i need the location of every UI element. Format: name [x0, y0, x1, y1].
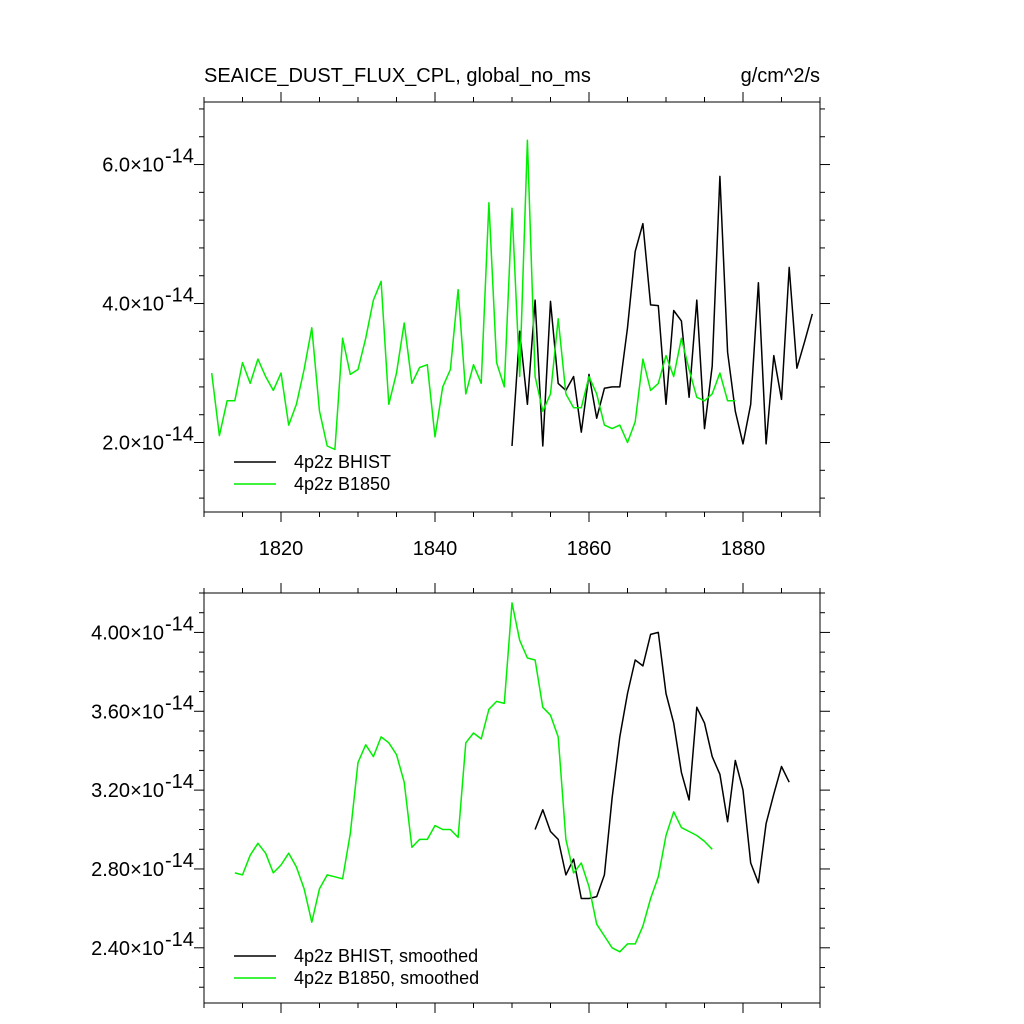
y-tick-label: 6.0×10 [102, 155, 164, 177]
plot-frame [203, 101, 821, 513]
plot-frame [203, 592, 821, 1004]
y-tick-label: 4.00×10 [91, 622, 164, 644]
legend-label: 4p2z BHIST [294, 452, 391, 472]
series-line-bhist [511, 175, 814, 447]
series-line-bhist [534, 631, 790, 900]
x-tick-label: 1820 [259, 538, 304, 560]
x-tick-label: 1840 [413, 538, 458, 560]
chart-title: SEAICE_DUST_FLUX_CPL, global_no_ms [204, 65, 591, 87]
y-tick-label: 2.80×10 [91, 859, 164, 881]
chart-units: g/cm^2/s [741, 65, 820, 87]
y-tick-label: 3.20×10 [91, 780, 164, 802]
y-tick-label: 3.60×10 [91, 701, 164, 723]
y-tick-exponent: -14 [165, 929, 194, 951]
y-tick-label: 2.0×10 [102, 433, 164, 455]
x-tick-label: 1860 [567, 538, 612, 560]
legend-label: 4p2z BHIST, smoothed [294, 946, 478, 966]
y-tick-exponent: -14 [165, 285, 194, 307]
y-tick-exponent: -14 [165, 850, 194, 872]
legend-label: 4p2z B1850 [294, 474, 390, 494]
y-tick-exponent: -14 [165, 146, 194, 168]
y-tick-exponent: -14 [165, 613, 194, 635]
y-tick-label: 4.0×10 [102, 294, 164, 316]
y-tick-exponent: -14 [165, 424, 194, 446]
bottom-panel: 2.40×10 -142.80×10 -143.20×10 -143.60×10 -14… [91, 583, 830, 1013]
x-tick-label: 1880 [721, 538, 766, 560]
y-tick-exponent: -14 [165, 771, 194, 793]
legend-label: 4p2z B1850, smoothed [294, 968, 479, 988]
series-line-b1850 [210, 139, 736, 451]
y-tick-exponent: -14 [165, 692, 194, 714]
y-tick-label: 2.40×10 [91, 938, 164, 960]
series-line-b1850 [234, 602, 713, 953]
